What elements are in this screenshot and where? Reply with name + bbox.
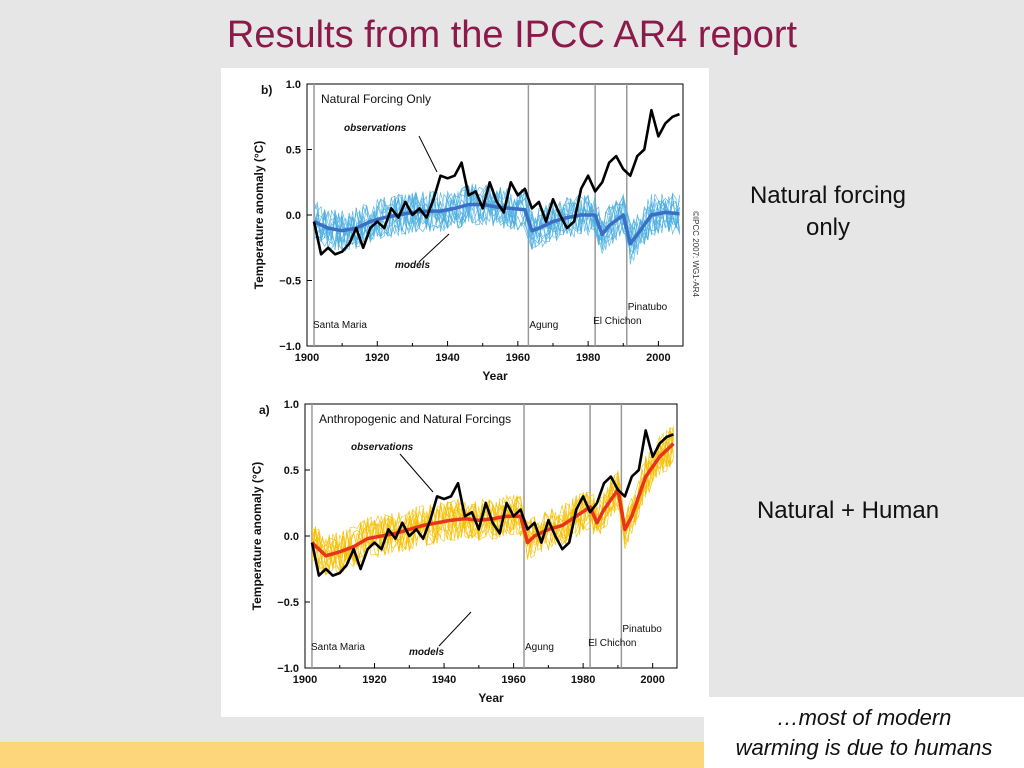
bottom-ytick-label-0: 1.0 — [284, 399, 299, 411]
top-volcano-label-pinatubo: Pinatubo — [628, 302, 668, 313]
conclusion-line-1: …most of modern — [776, 705, 952, 730]
bottom-ytick-label-1: 0.5 — [284, 465, 299, 477]
top-model-run-13 — [313, 186, 680, 251]
bottom-model-run-11 — [311, 430, 674, 570]
top-model-mean-line — [313, 202, 680, 246]
top-annot-obs-arrow — [418, 135, 438, 173]
top-ytick-label-3: −0.5 — [279, 276, 301, 288]
label-natural-human-text: Natural + Human — [756, 497, 940, 524]
top-volcano-label-santa-maria: Santa Maria — [313, 320, 367, 331]
top-xtick-label-1: 1920 — [365, 352, 389, 364]
bottom-observations-line — [310, 429, 674, 577]
label-natural-human: Natural + Human — [728, 495, 968, 527]
bottom-volcano-label-agung: Agung — [525, 642, 554, 653]
bottom-annot-obs-arrow — [399, 453, 434, 493]
bottom-ylabel: Temperature anomaly (°C) — [250, 462, 264, 611]
top-xtick-label-2: 1940 — [435, 352, 459, 364]
bottom-panel-label: a) — [259, 403, 270, 417]
top-ylabel: Temperature anomaly (°C) — [252, 141, 266, 290]
top-annot-models: models — [395, 260, 430, 271]
label-natural-forcing-text: Natural forcing only — [749, 182, 907, 241]
top-panel-label: b) — [261, 83, 272, 97]
bottom-volcano-label-santa-maria: Santa Maria — [311, 642, 365, 653]
top-observations-line — [312, 108, 680, 256]
conclusion-box: …most of modern warming is due to humans — [704, 697, 1024, 768]
top-volcano-label-el-chichon: El Chichon — [593, 316, 641, 327]
top-ytick-label-4: −1.0 — [279, 341, 301, 353]
bottom-ytick-label-2: 0.0 — [284, 531, 299, 543]
bottom-xtick-label-5: 2000 — [640, 674, 664, 686]
conclusion-line-2: warming is due to humans — [735, 735, 993, 760]
label-natural-forcing: Natural forcing only — [726, 180, 930, 244]
top-ytick-label-2: 0.0 — [286, 210, 301, 222]
top-annot-observations: observations — [344, 123, 407, 134]
figure-panel: 1900 1920 1940 1960 1980 2000 1.0 0.5 0.0 −0.5 −1.… — [221, 68, 709, 717]
bottom-annot-models-arrow — [438, 611, 472, 647]
top-xlabel: Year — [482, 369, 508, 383]
top-copyright: ©IPCC 2007: WG1-AR4 — [691, 211, 700, 297]
bottom-model-run-12 — [311, 439, 674, 573]
bottom-annot-observations: observations — [351, 442, 414, 453]
top-ytick-label-0: 1.0 — [286, 79, 301, 91]
bottom-model-run-13 — [311, 430, 674, 570]
slide-title: Results from the IPCC AR4 report — [226, 14, 798, 56]
bottom-xtick-label-1: 1920 — [362, 674, 386, 686]
top-xtick-label-3: 1960 — [506, 352, 530, 364]
top-model-run-8 — [313, 185, 680, 259]
bottom-volcano-label-pinatubo: Pinatubo — [622, 624, 662, 635]
top-ytick-label-1: 0.5 — [286, 145, 301, 157]
bottom-annot-models: models — [409, 647, 444, 658]
top-volcano-label-agung: Agung — [529, 320, 558, 331]
bottom-ytick-label-4: −1.0 — [277, 663, 299, 675]
top-xtick-label-5: 2000 — [646, 352, 670, 364]
bottom-volcano-label-el-chichon: El Chichon — [588, 638, 636, 649]
bottom-xtick-label-3: 1960 — [501, 674, 525, 686]
top-chart-title: Natural Forcing Only — [321, 92, 431, 106]
bottom-ytick-label-3: −0.5 — [277, 597, 299, 609]
bottom-chart-title: Anthropogenic and Natural Forcings — [319, 412, 511, 426]
bottom-xtick-label-4: 1980 — [571, 674, 595, 686]
top-xtick-label-4: 1980 — [576, 352, 600, 364]
bottom-xtick-label-0: 1900 — [293, 674, 317, 686]
top-annot-models-arrow — [418, 233, 450, 263]
ipcc-figure: 1900 1920 1940 1960 1980 2000 1.0 0.5 0.0 −0.5 −1.… — [250, 79, 700, 705]
bottom-xtick-label-2: 1940 — [432, 674, 456, 686]
top-xtick-label-0: 1900 — [295, 352, 319, 364]
bottom-xlabel: Year — [478, 691, 504, 705]
